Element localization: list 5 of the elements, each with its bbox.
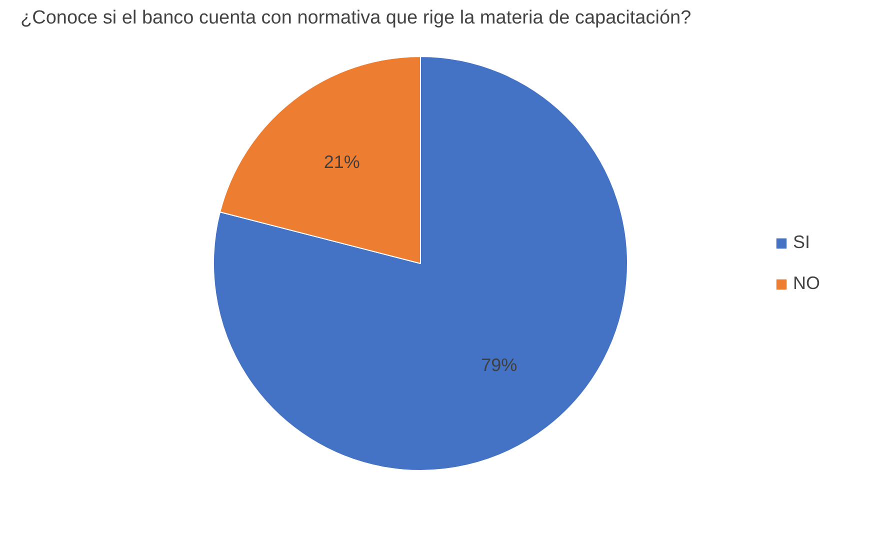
legend-label: NO: [793, 273, 820, 294]
legend-label: SI: [793, 232, 812, 253]
chart-title: ¿Conoce si el banco cuenta con normativa que rige la materia de capacitación?: [20, 8, 692, 28]
data-label: 21%: [324, 152, 360, 172]
data-label: 79%: [481, 354, 518, 375]
